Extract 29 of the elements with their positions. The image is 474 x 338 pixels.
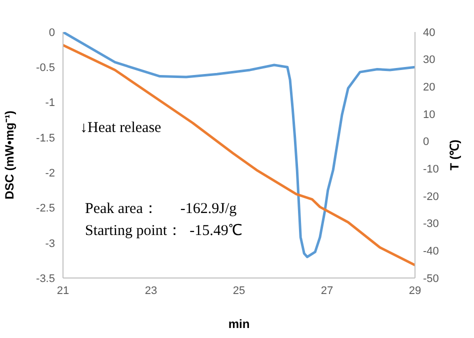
y2-axis-title: T (℃) [447, 140, 462, 170]
x-tick-label: 29 [408, 284, 422, 297]
annotation: Peak area： -162.9J/g [85, 200, 237, 218]
annotation: ↓Heat release [80, 120, 162, 137]
x-tick-label: 23 [144, 284, 158, 297]
y-tick-label: -3 [45, 238, 55, 250]
y-tick-label: 0 [48, 26, 55, 39]
y2-tick-label: -40 [423, 246, 439, 258]
y2-tick-label: -10 [423, 164, 439, 176]
y-tick-label: -1.5 [36, 132, 55, 144]
y2-tick-label: 40 [423, 26, 436, 39]
y-tick-label: -0.5 [36, 62, 55, 74]
y2-tick-label: -30 [423, 218, 439, 230]
x-tick-label: 27 [320, 284, 334, 297]
y2-tick-label: 10 [423, 108, 436, 121]
x-tick-label: 25 [232, 284, 246, 297]
annotation: Starting point： -15.49℃ [85, 222, 242, 240]
x-tick-label: 21 [56, 284, 70, 297]
y-tick-label: -2.5 [36, 202, 55, 215]
y2-tick-label: 30 [423, 54, 436, 66]
x-axis-title: min [228, 317, 250, 331]
y2-tick-label: 20 [423, 82, 436, 94]
y2-tick-label: 0 [423, 136, 430, 148]
y-tick-label: -2 [45, 167, 55, 180]
y-tick-label: -1 [45, 97, 55, 110]
y2-tick-label: -20 [423, 190, 439, 203]
y2-tick-label: -50 [423, 272, 439, 285]
y-axis-title: DSC (mW•mg⁻¹) [2, 110, 16, 200]
y-tick-label: -3.5 [36, 272, 55, 285]
